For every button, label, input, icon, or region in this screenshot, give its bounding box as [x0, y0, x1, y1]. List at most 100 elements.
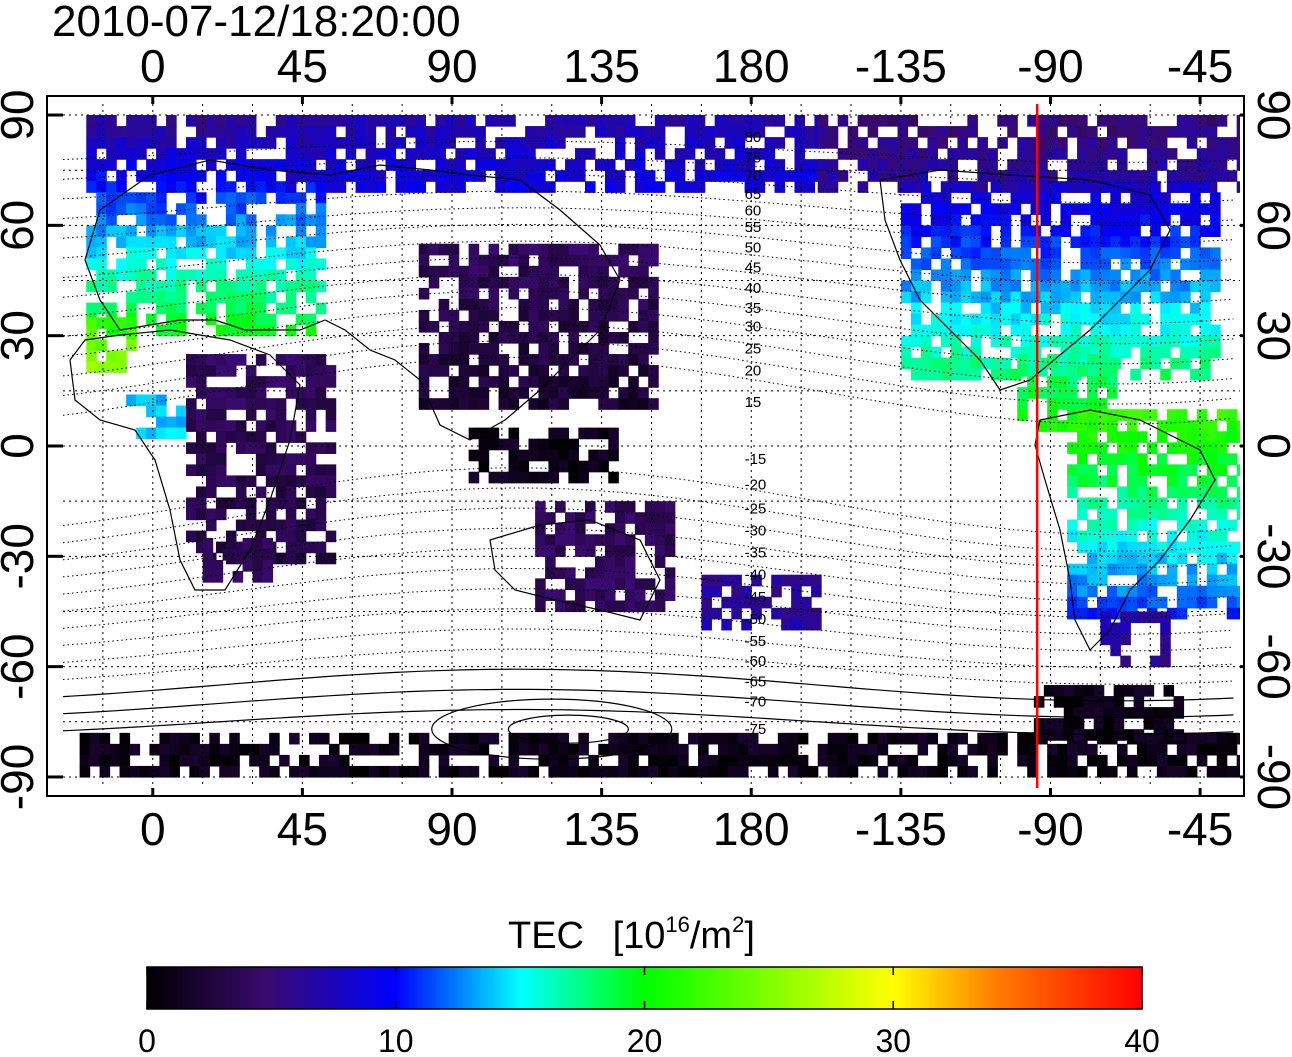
tec-cell — [315, 497, 327, 510]
tec-cell — [1176, 743, 1188, 756]
tec-cell — [1087, 552, 1098, 565]
tec-cell — [877, 115, 889, 127]
tec-cell — [1093, 685, 1105, 697]
tec-cell — [1130, 291, 1141, 304]
tec-cell — [408, 765, 420, 778]
tec-cell — [1190, 313, 1201, 326]
tec-cell — [205, 148, 217, 160]
tec-cell — [555, 545, 566, 557]
tec-cell — [488, 343, 500, 355]
tec-cell — [857, 148, 869, 160]
tec-cell — [598, 427, 609, 440]
tec-cell — [967, 148, 978, 160]
tec-cell — [325, 148, 337, 160]
tec-cell — [1080, 203, 1091, 215]
tec-cell — [166, 137, 177, 149]
tec-cell — [1097, 574, 1108, 587]
tec-cell — [977, 732, 988, 745]
tec-cell — [212, 571, 224, 583]
tec-cell — [225, 541, 237, 554]
tec-cell — [1206, 115, 1218, 127]
tec-cell — [438, 365, 450, 377]
tec-cell — [235, 442, 247, 454]
tec-cell — [538, 438, 550, 451]
tec-cell — [558, 754, 569, 767]
tec-cell — [1226, 732, 1238, 745]
tec-cell — [265, 420, 277, 432]
tec-cell — [455, 148, 466, 160]
tec-cell — [594, 159, 606, 171]
tec-cell — [910, 258, 922, 271]
tec-cell — [186, 354, 197, 366]
tec-cell — [245, 137, 257, 149]
tec-cell — [235, 387, 247, 399]
tec-cell — [1190, 192, 1201, 204]
tec-cell — [947, 170, 958, 182]
tec-cell — [195, 508, 207, 521]
tec-cell — [1010, 280, 1022, 293]
tec-cell — [684, 148, 696, 160]
tec-cell — [1170, 291, 1181, 304]
tec-cell — [907, 754, 919, 767]
tec-cell — [1110, 192, 1121, 204]
tec-cell — [1176, 508, 1188, 521]
tec-cell — [405, 115, 417, 127]
tec-cell — [1017, 365, 1028, 377]
tec-cell — [1010, 346, 1022, 359]
tec-cell — [518, 332, 530, 344]
tec-cell — [588, 254, 599, 267]
tec-cell — [488, 765, 500, 778]
tec-cell — [156, 159, 167, 171]
tec-cell — [1236, 497, 1240, 510]
tec-cell — [106, 203, 117, 215]
frame-tick — [47, 775, 63, 779]
tec-cell — [1126, 596, 1138, 609]
tec-cell — [195, 486, 207, 499]
mag-lat-label: 25 — [745, 341, 762, 358]
tec-cell — [1136, 464, 1148, 477]
tec-cell — [957, 732, 968, 745]
tec-cell — [604, 115, 616, 127]
tec-cell — [568, 387, 579, 399]
tec-cell — [215, 453, 227, 465]
tec-cell — [744, 148, 756, 160]
tec-cell — [957, 137, 968, 149]
tec-cell — [777, 732, 789, 745]
tec-cell — [1093, 729, 1105, 741]
tec-cell — [518, 265, 530, 278]
tec-cell — [1047, 170, 1058, 182]
tec-cell — [997, 115, 1008, 127]
tec-cell — [315, 214, 327, 226]
tec-cell — [1136, 552, 1148, 565]
x-tick-label-top: 135 — [563, 40, 640, 92]
colorbar-ticks: 0 10 20 30 40 — [138, 967, 1160, 1057]
tec-cell — [648, 243, 659, 256]
tec-cell — [585, 589, 596, 602]
tec-cell — [365, 170, 377, 182]
tec-cell — [628, 276, 639, 289]
tec-cell — [1236, 420, 1240, 432]
tec-cell — [688, 765, 699, 778]
tec-cell — [515, 137, 526, 149]
tec-cell — [235, 291, 247, 304]
tec-cell — [704, 148, 716, 160]
tec-cell — [1100, 324, 1111, 337]
x-tick-label-bottom: -135 — [855, 803, 947, 855]
tec-cell — [545, 137, 556, 149]
tec-cell — [438, 298, 450, 311]
tec-cell — [568, 460, 579, 473]
tec-cell — [794, 170, 806, 182]
tec-cell — [448, 243, 460, 256]
region-new-zealand-pacific — [701, 574, 822, 631]
tec-cell — [1116, 431, 1128, 443]
tec-cell — [1100, 335, 1111, 348]
tec-cell — [1130, 280, 1141, 293]
tec-cell — [425, 148, 436, 160]
tec-cell — [744, 181, 756, 193]
tec-cell — [717, 743, 729, 756]
tec-cell — [618, 387, 629, 399]
region-southern-south-america — [1100, 611, 1171, 668]
tec-cell — [126, 317, 137, 329]
tec-cell — [1090, 236, 1101, 249]
tec-cell — [578, 243, 589, 256]
